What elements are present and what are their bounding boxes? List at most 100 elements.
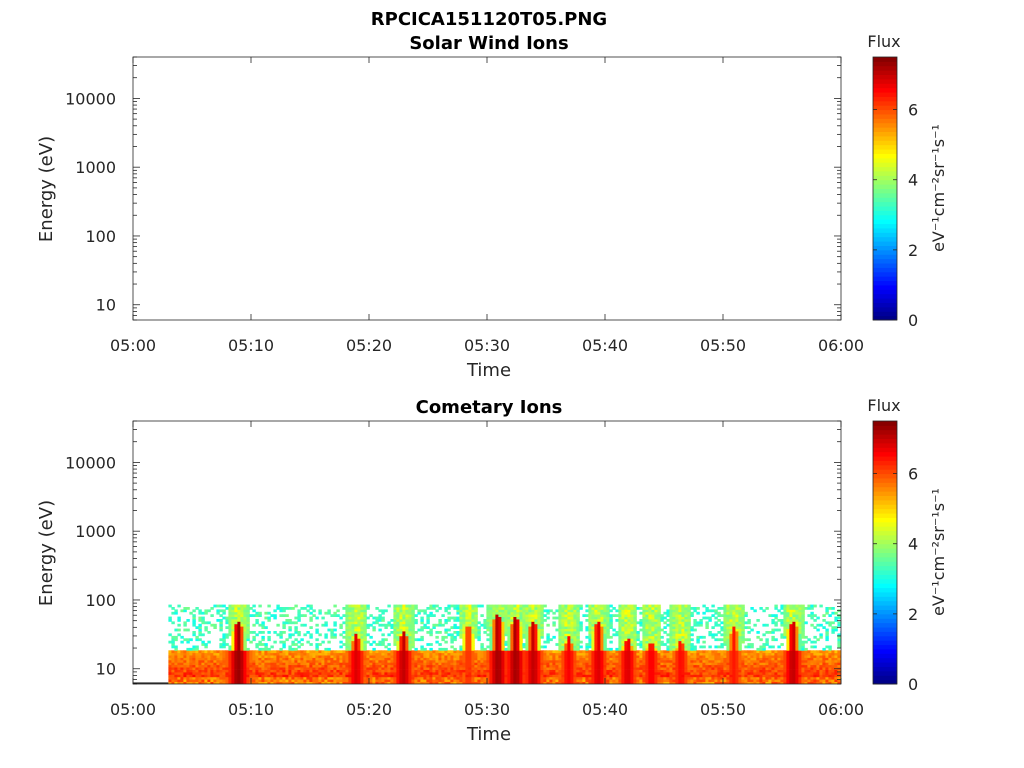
spectrogram-cell bbox=[573, 664, 577, 668]
spectrogram-cell bbox=[354, 643, 358, 646]
spectrogram-cell bbox=[573, 626, 577, 629]
spectrogram-cell bbox=[426, 669, 430, 673]
spectrogram-cell bbox=[603, 664, 607, 668]
spectrogram-cell bbox=[723, 676, 727, 680]
spectrogram-cell bbox=[723, 662, 727, 666]
spectrogram-cell bbox=[408, 631, 412, 634]
spectrogram-cell bbox=[504, 621, 508, 625]
spectrogram-cell bbox=[684, 657, 688, 661]
spectrogram-cell bbox=[324, 669, 328, 673]
spectrogram-cell bbox=[435, 655, 439, 658]
spectrogram-cell bbox=[243, 619, 247, 622]
spectrogram-cell bbox=[459, 619, 463, 622]
spectrogram-cell bbox=[180, 635, 184, 639]
spectrogram-cell bbox=[678, 674, 682, 678]
spectrogram-cell bbox=[255, 662, 259, 666]
spectrogram-cell bbox=[210, 655, 214, 658]
spectrogram-cell bbox=[525, 609, 529, 613]
spectrogram-cell bbox=[417, 676, 421, 680]
spectrogram-cell bbox=[249, 631, 253, 634]
spectrogram-cell bbox=[675, 638, 679, 642]
spectrogram-cell bbox=[288, 676, 292, 680]
spectrogram-cell bbox=[297, 662, 301, 666]
spectrogram-cell bbox=[438, 672, 442, 675]
spectrogram-cell bbox=[681, 679, 685, 682]
spectrogram-cell bbox=[564, 640, 568, 644]
spectrogram-cell bbox=[552, 659, 556, 663]
spectrogram-cell bbox=[204, 652, 208, 656]
spectrogram-cell bbox=[363, 643, 367, 646]
spectrogram-cell bbox=[201, 664, 205, 668]
spectrogram-cell bbox=[390, 619, 394, 622]
spectrogram-cell bbox=[471, 619, 475, 622]
spectrogram-cell bbox=[657, 679, 661, 682]
spectrogram-cell bbox=[210, 672, 214, 675]
spectrogram-cell bbox=[516, 652, 520, 656]
spectrogram-cell bbox=[642, 657, 646, 661]
spectrogram-cell bbox=[648, 664, 652, 668]
spectrogram-cell bbox=[609, 672, 613, 675]
spectrogram-cell bbox=[354, 640, 358, 644]
spectrogram-cell bbox=[450, 655, 454, 658]
spectrogram-cell bbox=[234, 664, 238, 668]
spectrogram-cell bbox=[456, 657, 460, 661]
spectrogram-cell bbox=[315, 659, 319, 663]
spectrogram-cell bbox=[516, 650, 520, 654]
spectrogram-cell bbox=[633, 640, 637, 644]
spectrogram-cell bbox=[417, 672, 421, 675]
spectrogram-cell bbox=[333, 662, 337, 666]
spectrogram-cell bbox=[531, 647, 535, 651]
x-tick-label: 05:10 bbox=[228, 336, 274, 355]
spectrogram-cell bbox=[201, 611, 205, 615]
spectrogram-cell bbox=[672, 681, 676, 684]
spectrogram-cell bbox=[363, 626, 367, 629]
spectrogram-cell bbox=[672, 621, 676, 625]
spectrogram-cell bbox=[531, 676, 535, 680]
spectrogram-cell bbox=[357, 647, 361, 651]
spectrogram-cell bbox=[456, 679, 460, 682]
spectrogram-cell bbox=[711, 674, 715, 678]
spectrogram-cell bbox=[351, 669, 355, 673]
spectrogram-cell bbox=[486, 645, 490, 649]
spectrogram-cell bbox=[390, 652, 394, 656]
spectrogram-cell bbox=[663, 669, 667, 673]
spectrogram-cell bbox=[672, 674, 676, 678]
spectrogram-cell bbox=[399, 604, 403, 608]
spectrogram-cell bbox=[411, 623, 415, 627]
spectrogram-cell bbox=[615, 667, 619, 670]
spectrogram-cell bbox=[690, 674, 694, 678]
spectrogram-cell bbox=[426, 631, 430, 634]
spectrogram-cell bbox=[324, 635, 328, 639]
spectrogram-cell bbox=[507, 614, 511, 617]
spectrogram-cell bbox=[387, 681, 391, 684]
spectrogram-cell bbox=[285, 655, 289, 658]
spectrogram-cell bbox=[276, 623, 280, 627]
spectrogram-cell bbox=[204, 628, 208, 632]
spectrogram-cell bbox=[246, 635, 250, 639]
spectrogram-cell bbox=[399, 645, 403, 649]
spectrogram-cell bbox=[513, 611, 517, 615]
spectrogram-cell bbox=[408, 655, 412, 658]
spectrogram-cell bbox=[642, 638, 646, 642]
spectrogram-cell bbox=[690, 672, 694, 675]
spectrogram-cell bbox=[630, 640, 634, 644]
spectrogram-cell bbox=[501, 655, 505, 658]
spectrogram-cell bbox=[357, 619, 361, 622]
spectrogram-cell bbox=[618, 619, 622, 622]
spectrogram-cell bbox=[549, 679, 553, 682]
spectrogram-cell bbox=[669, 616, 673, 620]
spectrogram-cell bbox=[576, 607, 580, 610]
spectrogram-cell bbox=[657, 619, 661, 622]
spectrogram-cell bbox=[252, 667, 256, 670]
spectrogram-cell bbox=[666, 657, 670, 661]
spectrogram-cell bbox=[312, 669, 316, 673]
spectrogram-cell bbox=[258, 604, 262, 608]
spectrogram-cell bbox=[402, 662, 406, 666]
spectrogram-cell bbox=[465, 628, 469, 632]
spectrogram-cell bbox=[354, 628, 358, 632]
spectrogram-cell bbox=[192, 667, 196, 670]
colorbar-segment bbox=[873, 206, 897, 211]
spectrogram-cell bbox=[675, 650, 679, 654]
spectrogram-cell bbox=[408, 664, 412, 668]
spectrogram-cell bbox=[690, 657, 694, 661]
